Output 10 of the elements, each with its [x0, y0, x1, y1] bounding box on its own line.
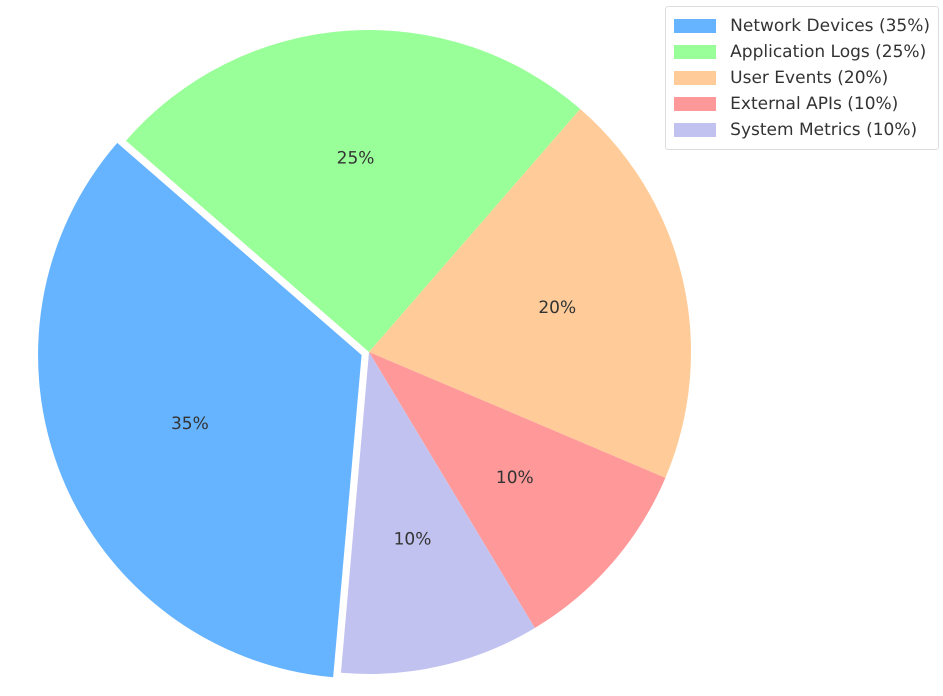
data-label: 10%	[496, 468, 534, 488]
legend-label: External APIs (10%)	[730, 94, 898, 114]
data-label: 20%	[538, 298, 576, 318]
legend-label: System Metrics (10%)	[730, 120, 918, 140]
data-label: 35%	[170, 414, 209, 434]
legend-label: User Events (20%)	[730, 68, 888, 88]
data-label: 25%	[336, 148, 374, 169]
legend-label: Application Logs (25%)	[730, 42, 926, 62]
legend-label: Network Devices (35%)	[730, 16, 930, 36]
data-label: 10%	[394, 530, 432, 550]
